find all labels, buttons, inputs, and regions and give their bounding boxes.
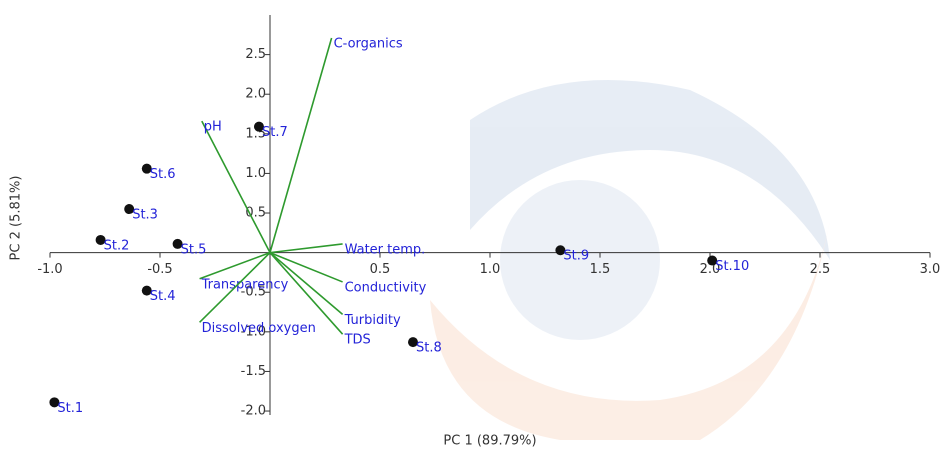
point-label: St.6 [150,167,176,182]
y-tick-label: 0.5 [245,206,266,221]
point-label: St.10 [715,259,749,274]
point-label: St.1 [57,401,83,416]
loading-label: TDS [344,333,371,348]
loading-vector [270,244,343,253]
loading-label: C-organics [334,36,403,51]
x-tick-label: 0.5 [370,262,391,277]
y-tick-label: 1.0 [245,166,266,181]
point-label: St.5 [181,242,207,257]
x-tick-label: 1.0 [480,262,501,277]
point-label: St.7 [262,125,288,140]
loading-label: pH [204,120,222,135]
point-label: St.4 [150,289,176,304]
x-tick-label: 1.5 [590,262,611,277]
x-axis-title: PC 1 (89.79%) [443,434,536,449]
chart: PC 1 (89.79%) PC 2 (5.81%) -1.0 -0.5 0.5 1.… [0,0,944,451]
watermark [430,80,830,440]
y-tick-label: 2.0 [245,87,266,102]
x-tick-label: 3.0 [920,262,941,277]
loading-vector [270,38,332,253]
loading-label: Transparency [201,277,289,292]
y-tick-label: -2.0 [241,404,266,419]
y-tick-label: -1.5 [241,364,266,379]
loading-label: Conductivity [345,280,427,295]
loading-label: Dissolved oxygen [202,321,316,336]
x-tick-label: 2.5 [810,262,831,277]
y-axis-title: PC 2 (5.81%) [9,176,24,261]
loading-vector [200,253,270,279]
x-tick-label: -0.5 [147,262,172,277]
point-label: St.2 [104,238,130,253]
point-label: St.9 [563,249,589,264]
x-tick-label: -1.0 [37,262,62,277]
y-tick-label: 2.5 [245,47,266,62]
loading-label: Turbidity [344,313,401,328]
point-label: St.8 [416,341,442,356]
point-label: St.3 [132,208,158,223]
loading-label: Water temp. [345,242,426,257]
